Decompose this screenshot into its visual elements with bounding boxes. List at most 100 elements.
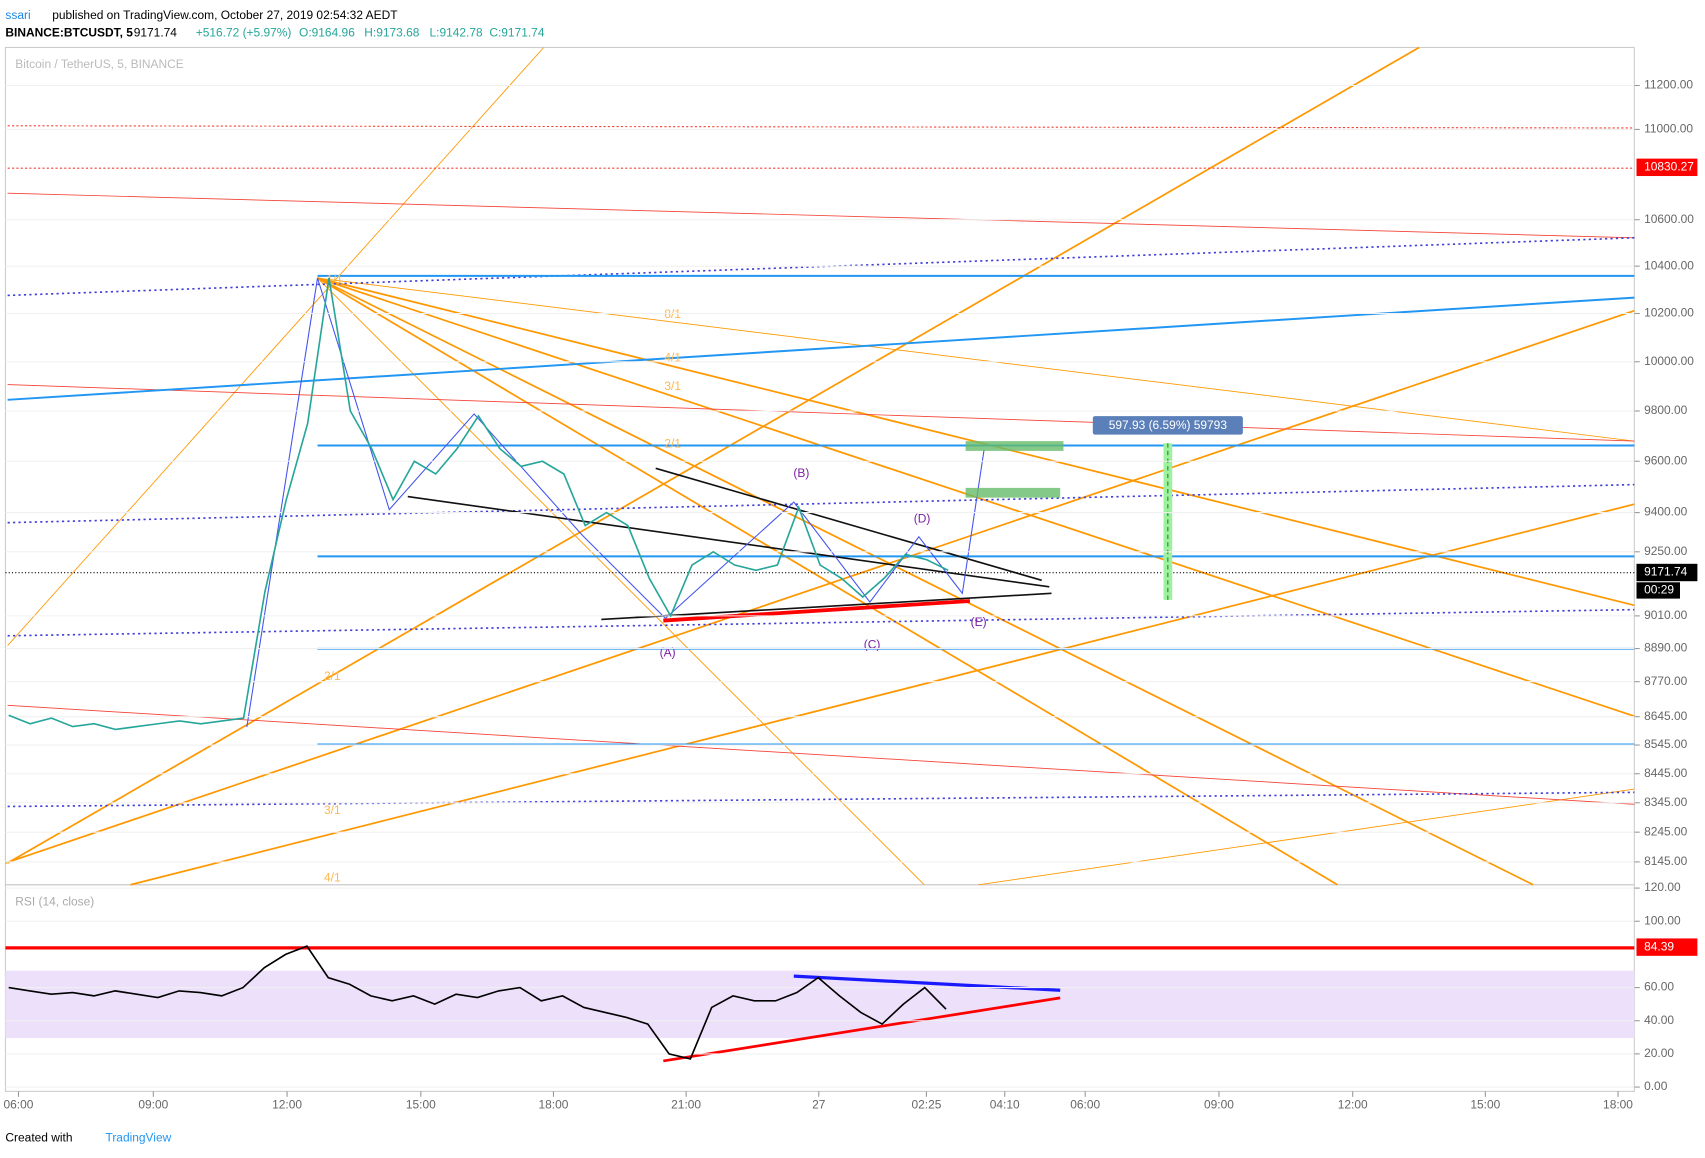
fan-label: 8/1	[664, 307, 681, 321]
last: 9171.74	[134, 26, 178, 40]
footer-brand[interactable]: TradingView	[105, 1130, 171, 1144]
drawing-line	[317, 277, 925, 886]
wave-label: (D)	[914, 512, 931, 526]
y-tick-label: 10200.00	[1644, 306, 1694, 320]
fan-label: 2/1	[324, 669, 341, 683]
price-line	[8, 945, 947, 1060]
y-tick-label: 10600.00	[1644, 212, 1694, 226]
x-tick-label: 15:00	[1470, 1098, 1500, 1112]
drawing-line	[601, 592, 1052, 621]
drawing-line	[317, 277, 1534, 886]
x-tick-label: 06:00	[4, 1098, 34, 1112]
x-tick-label: 27	[812, 1098, 826, 1112]
x-tick-label: 12:00	[1338, 1098, 1368, 1112]
wave-label: (A)	[660, 645, 676, 659]
wave-label: (B)	[793, 466, 809, 480]
y-tick-label: 8545.00	[1644, 737, 1688, 751]
drawing-line	[5, 309, 1635, 864]
open: O:9164.96	[299, 26, 355, 40]
rsi-title: RSI (14, close)	[15, 894, 94, 908]
drawing-line	[978, 788, 1635, 886]
y-tick-label: 10400.00	[1644, 258, 1694, 272]
price-label-bg	[1636, 563, 1698, 582]
drawing-line	[7, 46, 1420, 864]
x-tick-label: 12:00	[272, 1098, 302, 1112]
published: published on TradingView.com, October 27…	[52, 8, 398, 22]
y-tick-label: 20.00	[1644, 1046, 1674, 1060]
y-tick-label: 40.00	[1644, 1013, 1674, 1027]
y-tick-label: 100.00	[1644, 913, 1681, 927]
y-tick-label: 10000.00	[1644, 354, 1694, 368]
y-tick-label: 8445.00	[1644, 766, 1688, 780]
countdown-bg	[1636, 582, 1680, 599]
fan-label: 4/1	[324, 870, 341, 884]
x-tick-label: 06:00	[1070, 1098, 1100, 1112]
drawing-line	[7, 791, 1635, 808]
wave-label: (E)	[971, 615, 987, 629]
change: +516.72 (+5.97%)	[196, 26, 292, 40]
x-tick-label: 02:25	[911, 1098, 941, 1112]
drawing-line	[7, 296, 1635, 401]
y-tick-label: 8770.00	[1644, 674, 1688, 688]
x-tick-label: 21:00	[671, 1098, 701, 1112]
drawing-line	[7, 192, 1635, 239]
level-label: 84.39	[1644, 939, 1674, 953]
wave-label: (C)	[864, 638, 881, 652]
y-tick-label: 8345.00	[1644, 795, 1688, 809]
close: C:9171.74	[489, 26, 545, 40]
x-tick-label: 15:00	[406, 1098, 436, 1112]
drawing-line	[7, 125, 1635, 129]
high: H:9173.68	[364, 26, 420, 40]
level-label-bg	[1636, 938, 1698, 956]
y-tick-label: 8245.00	[1644, 824, 1688, 838]
x-tick-label: 09:00	[1204, 1098, 1234, 1112]
y-tick-label: 8890.00	[1644, 641, 1688, 655]
target-zone	[965, 487, 1061, 498]
drawing-line	[7, 384, 1635, 442]
drawing-line	[7, 47, 545, 646]
drawing-line	[407, 495, 1050, 588]
y-tick-label: 8145.00	[1644, 854, 1688, 868]
low: L:9142.78	[430, 26, 484, 40]
x-tick-label: 18:00	[1603, 1098, 1633, 1112]
y-tick-label: 9800.00	[1644, 403, 1688, 417]
price-label: 10830.27	[1644, 159, 1694, 173]
symbol: BINANCE:BTCUSDT, 5	[5, 26, 133, 40]
drawing-line	[7, 608, 1635, 637]
fan-label: 2/1	[664, 437, 681, 451]
drawing-line	[130, 503, 1635, 886]
drawing-line	[663, 599, 971, 623]
x-tick-label: 18:00	[539, 1098, 569, 1112]
y-tick-label: 11200.00	[1644, 78, 1693, 92]
drawing-line	[655, 467, 1042, 582]
target-zone	[965, 441, 1064, 451]
drawing-line	[246, 277, 985, 728]
rsi-band	[5, 970, 1635, 1039]
y-tick-label: 9400.00	[1644, 505, 1688, 519]
countdown: 00:29	[1644, 583, 1674, 597]
y-tick-label: 9600.00	[1644, 453, 1688, 467]
measure-label: 597.93 (6.59%) 59793	[1109, 418, 1228, 432]
drawing-line	[317, 277, 1338, 886]
fan-label: 4/1	[664, 351, 681, 365]
drawing-line	[7, 704, 1635, 805]
y-tick-label: 60.00	[1644, 980, 1674, 994]
y-tick-label: 8645.00	[1644, 709, 1688, 723]
price-line	[8, 277, 949, 731]
y-tick-label: 0.00	[1644, 1079, 1668, 1093]
y-tick-label: 9010.00	[1644, 608, 1688, 622]
author: ssari	[5, 8, 30, 22]
fan-label: 3/1	[324, 803, 341, 817]
drawing-line	[663, 996, 1061, 1063]
price-label: 9171.74	[1644, 565, 1688, 579]
drawing-line	[317, 277, 1635, 442]
footer-created: Created with	[5, 1130, 72, 1144]
fan-label: 3/1	[664, 379, 681, 393]
y-tick-label: 120.00	[1644, 880, 1681, 894]
x-tick-label: 09:00	[138, 1098, 168, 1112]
y-tick-label: 11000.00	[1644, 122, 1693, 136]
y-tick-label: 9250.00	[1644, 544, 1688, 558]
price-label-bg	[1636, 158, 1698, 177]
x-tick-label: 04:10	[990, 1098, 1020, 1112]
